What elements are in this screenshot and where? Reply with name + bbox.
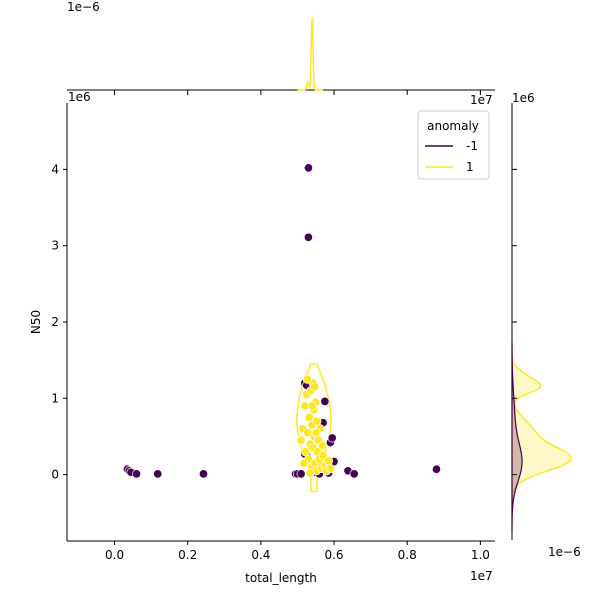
y-tick-label: 4 [51, 162, 59, 176]
top-marginal-kde-curve [297, 17, 324, 91]
density-contour-line [296, 363, 332, 493]
legend-title: anomaly [427, 119, 479, 133]
x-tick-label: 0.0 [105, 548, 124, 562]
legend-entries: -1 1 [425, 139, 478, 174]
y-tick-label: 3 [51, 239, 59, 253]
y-axis-ticks: 0 1 2 3 4 [51, 162, 67, 482]
point-anomaly-1 [296, 435, 306, 445]
point-anomaly-1 [310, 382, 320, 392]
y-tick-label: 2 [51, 315, 59, 329]
x-offset-label: 1e7 [470, 569, 493, 583]
point-anomaly-1 [302, 374, 312, 384]
point-anomaly-neg1 [131, 469, 142, 479]
top-marginal-ticks [114, 90, 481, 95]
point-anomaly-neg1 [303, 163, 313, 173]
x-tick-label: 0.2 [178, 548, 197, 562]
right-marginal-offset-label: 1e−6 [548, 545, 581, 559]
point-anomaly-neg1 [327, 433, 337, 443]
legend-box [417, 110, 490, 180]
main-plot: 0.0 0.2 0.4 0.6 0.8 1.0 0 1 2 3 4 1e6 1e7 1e7 tot… [29, 90, 495, 585]
point-anomaly-1 [325, 463, 335, 474]
right-marginal-kde-curve-1 [511, 341, 572, 532]
x-tick-label: 0.6 [324, 548, 343, 562]
right-marginal-kde-curve-neg1 [511, 341, 523, 532]
point-anomaly-1 [299, 458, 309, 468]
point-anomaly-1 [324, 456, 334, 466]
x-axis-label: total_length [245, 571, 317, 585]
x-offset-label-top: 1e7 [470, 93, 493, 107]
point-anomaly-1 [300, 401, 310, 411]
legend-label: 1 [466, 160, 474, 174]
point-anomaly-1 [311, 428, 321, 438]
point-anomaly-neg1 [153, 469, 163, 479]
x-tick-label: 1.0 [471, 548, 490, 562]
point-anomaly-neg1 [320, 396, 330, 406]
y-offset-label: 1e6 [68, 90, 91, 104]
right-marginal-ticks [512, 168, 517, 476]
y-axis-label: N50 [29, 310, 43, 334]
density-contour [296, 363, 332, 493]
point-anomaly-neg1 [431, 464, 442, 474]
y-tick-label: 0 [51, 468, 59, 482]
y-tick-label: 1 [51, 391, 59, 405]
point-anomaly-1 [312, 416, 322, 426]
right-marginal-plot: 1e6 1e−6 [511, 91, 581, 559]
x-tick-label: 0.8 [398, 548, 417, 562]
x-tick-label: 0.4 [251, 548, 270, 562]
point-anomaly-1 [307, 401, 318, 411]
right-marginal-top-offset-label: 1e6 [512, 91, 535, 105]
point-anomaly-1 [305, 468, 315, 478]
point-anomaly-neg1 [296, 469, 306, 479]
x-axis-ticks: 0.0 0.2 0.4 0.6 0.8 1.0 [105, 541, 490, 562]
point-anomaly-1 [317, 441, 327, 451]
point-anomaly-neg1 [349, 469, 359, 479]
top-marginal-plot: 1e−6 [67, 0, 495, 95]
legend-label: -1 [466, 139, 478, 153]
legend: anomaly -1 1 [417, 110, 490, 180]
point-anomaly-neg1 [303, 232, 313, 242]
top-marginal-offset-label: 1e−6 [67, 0, 100, 14]
point-anomaly-neg1 [198, 469, 208, 479]
point-anomaly-1 [304, 412, 314, 422]
scatter-points [122, 163, 442, 479]
point-anomaly-1 [318, 450, 328, 461]
